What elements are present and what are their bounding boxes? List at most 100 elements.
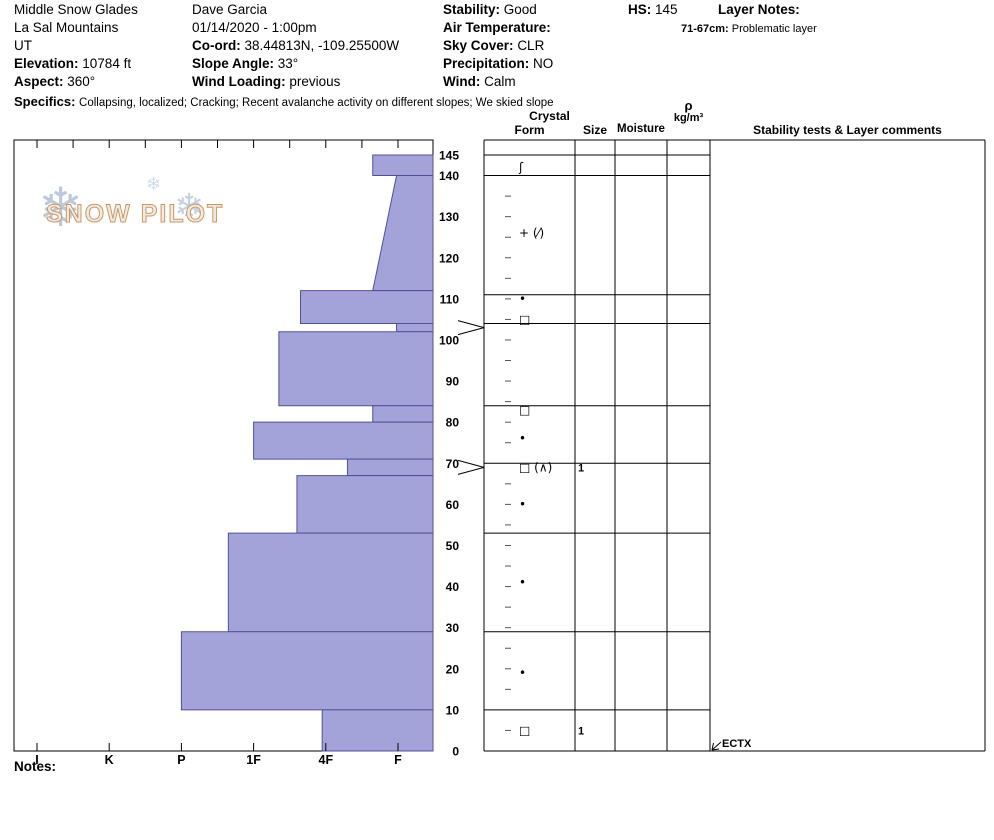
snow-layer-bar: [253, 421, 434, 460]
hardness-axis-label: P: [177, 753, 185, 767]
depth-axis-label: 80: [446, 416, 460, 430]
snow-layer-bar: [372, 405, 434, 423]
conditions-block: Stability: Good Air Temperature: Sky Cov…: [443, 1, 553, 91]
sky-cover-value: CLR: [517, 38, 545, 53]
hardness-axis-label: 4F: [319, 753, 334, 767]
precipitation-value: NO: [533, 56, 554, 71]
stability-test-arrow: [711, 748, 720, 751]
layer-notes-block: Layer Notes:: [718, 1, 800, 19]
grain-size-value: 1: [578, 725, 584, 737]
specifics-label: Specifics:: [14, 94, 76, 109]
comments-column-header: Stability tests & Layer comments: [753, 123, 942, 137]
logo-text: SNOW PILOT: [45, 200, 225, 229]
depth-axis-label: 60: [446, 498, 460, 512]
stability-value: Good: [503, 2, 537, 17]
snowpilot-logo: ❄ ❄ ❄ SNOW PILOT: [38, 174, 228, 246]
snowflake-icon: ❄: [38, 178, 84, 238]
snow-layer-bar: [396, 323, 434, 333]
grain-form-symbol: + (⁄): [519, 226, 544, 240]
snow-layer-bar: [278, 331, 434, 407]
hardness-axis-label: I: [35, 753, 38, 767]
depth-axis-label: 145: [439, 149, 459, 163]
depth-axis-label: 0: [452, 745, 459, 759]
wind-value: Calm: [484, 74, 516, 89]
depth-axis-label: 40: [446, 580, 460, 594]
slope-angle-label: Slope Angle:: [192, 56, 275, 71]
hardness-axis-label: 1F: [246, 753, 261, 767]
depth-axis-label: 30: [446, 621, 460, 635]
depth-axis-label: 140: [439, 169, 459, 183]
sky-cover-label: Sky Cover:: [443, 38, 514, 53]
snow-layer-bar: [296, 475, 434, 534]
layer-notes-label: Layer Notes:: [718, 2, 800, 17]
grain-size-value: 1: [578, 462, 584, 474]
rho-unit: kg/m³: [673, 112, 704, 124]
mountain-range: La Sal Mountains: [14, 20, 119, 35]
stability-test-arrow: [711, 741, 722, 751]
state: UT: [14, 38, 32, 53]
depth-axis-label: 70: [446, 457, 460, 471]
depth-axis-label: 110: [440, 292, 460, 306]
coord-label: Co-ord:: [192, 38, 241, 53]
stability-test-result: ECTX: [722, 738, 752, 750]
observation-datetime: 01/14/2020 - 1:00pm: [192, 20, 317, 35]
hardness-axis-label: F: [394, 753, 402, 767]
layer-note: 71-67cm: Problematic layer: [681, 23, 817, 35]
density-column-header: ρ kg/m³: [667, 98, 710, 124]
wind-loading-label: Wind Loading:: [192, 74, 286, 89]
snow-layer-bar: [227, 532, 434, 633]
depth-axis-label: 130: [439, 210, 459, 224]
layer-note-text: Problematic layer: [731, 23, 817, 35]
stability-test-arrow: [711, 742, 714, 751]
depth-axis-label: 50: [446, 539, 460, 553]
notes-label: Notes:: [14, 759, 57, 774]
depth-axis-label: 20: [446, 662, 460, 676]
thin-layer-pointer: [457, 327, 485, 336]
layer-note-depth: 71-67cm:: [681, 23, 729, 35]
snowflake-icon: ❄: [146, 174, 162, 194]
size-column-header: Size: [582, 123, 607, 137]
snow-layer-bar: [346, 458, 434, 477]
coord-value: 38.44813N, -109.25500W: [244, 38, 400, 53]
depth-axis-label: 10: [446, 703, 460, 717]
rho-symbol: ρ: [684, 98, 693, 113]
slope-angle-value: 33°: [277, 56, 299, 71]
grain-form-symbol: •: [519, 497, 526, 511]
grain-form-symbol: •: [519, 666, 526, 680]
specifics-line: Specifics: Collapsing, localized; Cracki…: [14, 94, 554, 109]
grain-form-symbol: □: [519, 403, 530, 417]
grain-form-symbol: •: [519, 432, 526, 446]
hs-block: HS: 145: [628, 1, 678, 19]
aspect-label: Aspect:: [14, 74, 64, 89]
aspect-value: 360°: [67, 74, 96, 89]
crystal-header: Crystal: [529, 109, 570, 123]
depth-axis-label: 120: [439, 251, 459, 265]
wind-label: Wind:: [443, 74, 481, 89]
observation-block: Dave Garcia 01/14/2020 - 1:00pm Co-ord: …: [192, 1, 399, 91]
grain-form-symbol: □ (∧): [519, 460, 552, 474]
location-block: Middle Snow Glades La Sal Mountains UT E…: [14, 1, 138, 91]
grain-form-symbol: •: [519, 292, 526, 306]
snow-layer-bar: [300, 290, 434, 325]
grain-form-symbol: •: [519, 575, 526, 589]
thin-layer-pointer: [457, 320, 485, 329]
form-column-header: Form: [514, 123, 545, 137]
hs-label: HS:: [628, 2, 652, 17]
site-name: Middle Snow Glades: [14, 2, 138, 17]
snow-layer-bar: [372, 175, 434, 292]
grain-form-symbol: □: [519, 312, 530, 326]
grain-form-symbol: □: [519, 723, 530, 737]
hs-value: 145: [655, 2, 678, 17]
observer-name: Dave Garcia: [192, 2, 268, 17]
snow-layer-bar: [372, 154, 434, 177]
thin-layer-pointer: [457, 466, 485, 475]
moisture-column-header: Moisture: [617, 123, 665, 135]
thin-layer-pointer: [457, 459, 485, 468]
precipitation-label: Precipitation:: [443, 56, 530, 71]
air-temp-label: Air Temperature:: [443, 20, 551, 35]
hardness-axis-label: K: [105, 753, 114, 767]
snowflake-icon: ❄: [174, 186, 205, 227]
grain-form-symbol: ʃ: [518, 160, 524, 174]
